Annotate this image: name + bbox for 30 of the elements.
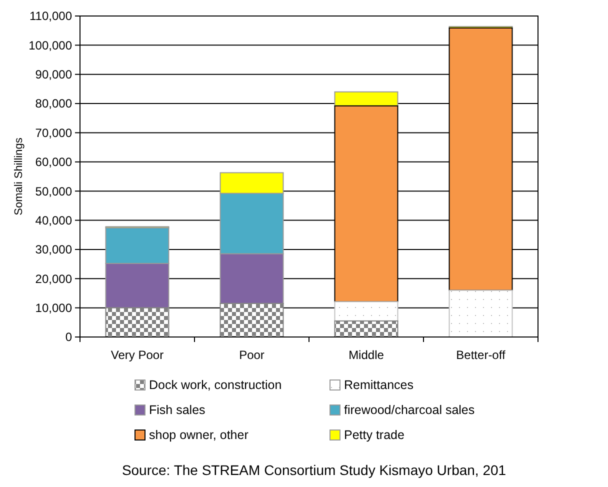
x-tick-label: Middle — [348, 348, 384, 362]
legend-label: Fish sales — [149, 403, 206, 417]
y-tick-label: 70,000 — [35, 126, 72, 140]
legend-label: Remittances — [344, 378, 414, 392]
x-tick-label: Very Poor — [110, 348, 164, 362]
x-tick-label: Poor — [239, 348, 264, 362]
y-axis-title: Somali Shillings — [13, 137, 25, 216]
legend-label: Dock work, construction — [149, 378, 282, 392]
bar — [220, 302, 284, 338]
source-note: Source: The STREAM Consortium Study Kismayo Urban, 201 — [122, 462, 506, 478]
y-tick-label: 20,000 — [35, 272, 72, 286]
legend-label: firewood/charcoal sales — [344, 403, 475, 417]
y-tick-label: 110,000 — [30, 9, 72, 24]
y-tick-label: 0 — [65, 330, 72, 344]
bar — [448, 290, 513, 338]
y-tick-label: 60,000 — [35, 155, 72, 170]
bar — [334, 301, 398, 322]
y-tick-label: 10,000 — [35, 301, 72, 316]
legend-label: Petty trade — [344, 428, 404, 442]
bar — [334, 320, 398, 338]
y-tick-label: 80,000 — [35, 96, 72, 111]
legend-label: shop owner, other — [149, 428, 248, 442]
y-tick-label: 40,000 — [35, 213, 72, 228]
y-tick-label: 30,000 — [35, 242, 72, 257]
y-tick-label: 100,000 — [28, 38, 72, 52]
y-tick-label: 50,000 — [35, 184, 72, 198]
bar — [334, 91, 398, 106]
y-tick-label: 90,000 — [35, 68, 72, 82]
bar — [105, 307, 170, 338]
x-tick-label: Better-off — [456, 348, 506, 362]
